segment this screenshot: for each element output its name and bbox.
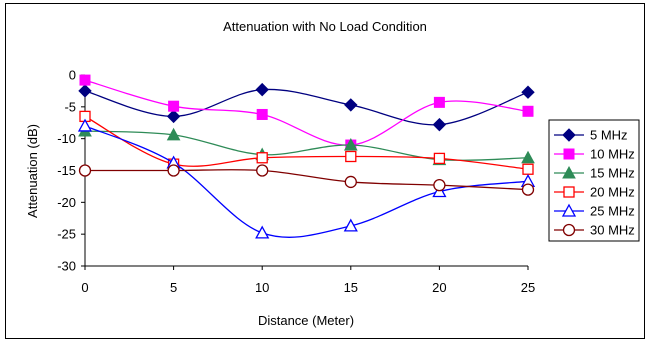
series-line bbox=[84, 115, 529, 170]
series-15-mhz bbox=[78, 123, 535, 166]
data-point bbox=[432, 117, 447, 132]
y-tick-label: -30 bbox=[57, 259, 76, 274]
data-point bbox=[344, 175, 357, 189]
data-point bbox=[522, 105, 534, 117]
legend-label: 5 MHz bbox=[590, 128, 628, 143]
x-tick-label: 5 bbox=[170, 280, 177, 295]
data-point bbox=[167, 164, 180, 177]
series-line bbox=[84, 130, 529, 161]
legend-entry: 10 MHz bbox=[554, 147, 635, 162]
series-25-mhz bbox=[77, 118, 536, 239]
legend-marker bbox=[563, 148, 575, 160]
data-point bbox=[256, 152, 268, 164]
legend-entry: 5 MHz bbox=[554, 128, 628, 143]
legend-label: 30 MHz bbox=[590, 223, 635, 238]
legend-entry: 25 MHz bbox=[554, 204, 635, 219]
legend: 5 MHz 10 MHz 15 MHz 20 MHz 25 MHz 30 MHz bbox=[548, 119, 640, 242]
legend-label: 20 MHz bbox=[590, 185, 635, 200]
y-axis-title: Attenuation (dB) bbox=[25, 124, 40, 218]
data-point bbox=[168, 100, 180, 112]
x-tick-label: 25 bbox=[521, 280, 535, 295]
data-point bbox=[79, 74, 91, 86]
data-point bbox=[343, 137, 358, 151]
data-point bbox=[521, 150, 535, 164]
legend-box bbox=[548, 119, 640, 242]
y-tick-label: -15 bbox=[57, 163, 76, 178]
plot-area: 0 -5 -10 -15 -20 -25 -30 0 5 10 15 20 25 bbox=[57, 68, 535, 296]
legend-entry: 15 MHz bbox=[554, 166, 635, 181]
legend-entry: 20 MHz bbox=[554, 185, 635, 200]
data-point bbox=[256, 164, 269, 177]
legend-marker bbox=[561, 203, 577, 217]
data-point bbox=[77, 118, 93, 132]
y-tick-label: -25 bbox=[57, 227, 76, 242]
data-point bbox=[255, 82, 269, 97]
data-point bbox=[166, 127, 181, 141]
x-tick-label: 10 bbox=[255, 280, 269, 295]
series-30-mhz bbox=[78, 164, 535, 196]
data-point bbox=[433, 178, 446, 192]
data-point bbox=[78, 164, 92, 177]
series-line bbox=[84, 125, 529, 238]
legend-label: 15 MHz bbox=[590, 166, 635, 181]
series-20-mhz bbox=[79, 110, 534, 175]
x-axis-title: Distance (Meter) bbox=[258, 313, 354, 328]
chart-title: Attenuation with No Load Condition bbox=[223, 19, 427, 34]
data-point bbox=[344, 98, 358, 112]
legend-marker bbox=[562, 223, 576, 237]
series-line bbox=[84, 79, 529, 146]
legend-marker bbox=[563, 186, 575, 198]
data-point bbox=[166, 109, 181, 124]
data-point bbox=[521, 85, 535, 99]
x-tick-label: 15 bbox=[344, 280, 358, 295]
legend-marker bbox=[562, 165, 576, 179]
data-point bbox=[343, 218, 358, 232]
data-point bbox=[78, 84, 92, 98]
data-point bbox=[521, 183, 535, 196]
data-point bbox=[345, 150, 357, 163]
x-tick-label: 20 bbox=[432, 280, 446, 295]
x-tick-label: 0 bbox=[81, 280, 88, 295]
y-tick-label: 0 bbox=[69, 68, 76, 83]
series-line bbox=[84, 88, 529, 126]
data-point bbox=[255, 225, 270, 239]
legend-marker bbox=[562, 128, 576, 142]
legend-entry: 30 MHz bbox=[554, 223, 635, 238]
y-tick-label: -20 bbox=[57, 195, 76, 210]
series-5-mhz bbox=[78, 82, 535, 132]
y-tick-label: -5 bbox=[64, 99, 76, 114]
series-line bbox=[84, 169, 529, 191]
data-point bbox=[433, 96, 445, 108]
legend-label: 10 MHz bbox=[590, 147, 635, 162]
y-tick-label: -10 bbox=[57, 131, 76, 146]
data-point bbox=[256, 108, 268, 120]
data-point bbox=[433, 152, 446, 165]
legend-label: 25 MHz bbox=[590, 204, 635, 219]
data-point bbox=[522, 163, 534, 175]
